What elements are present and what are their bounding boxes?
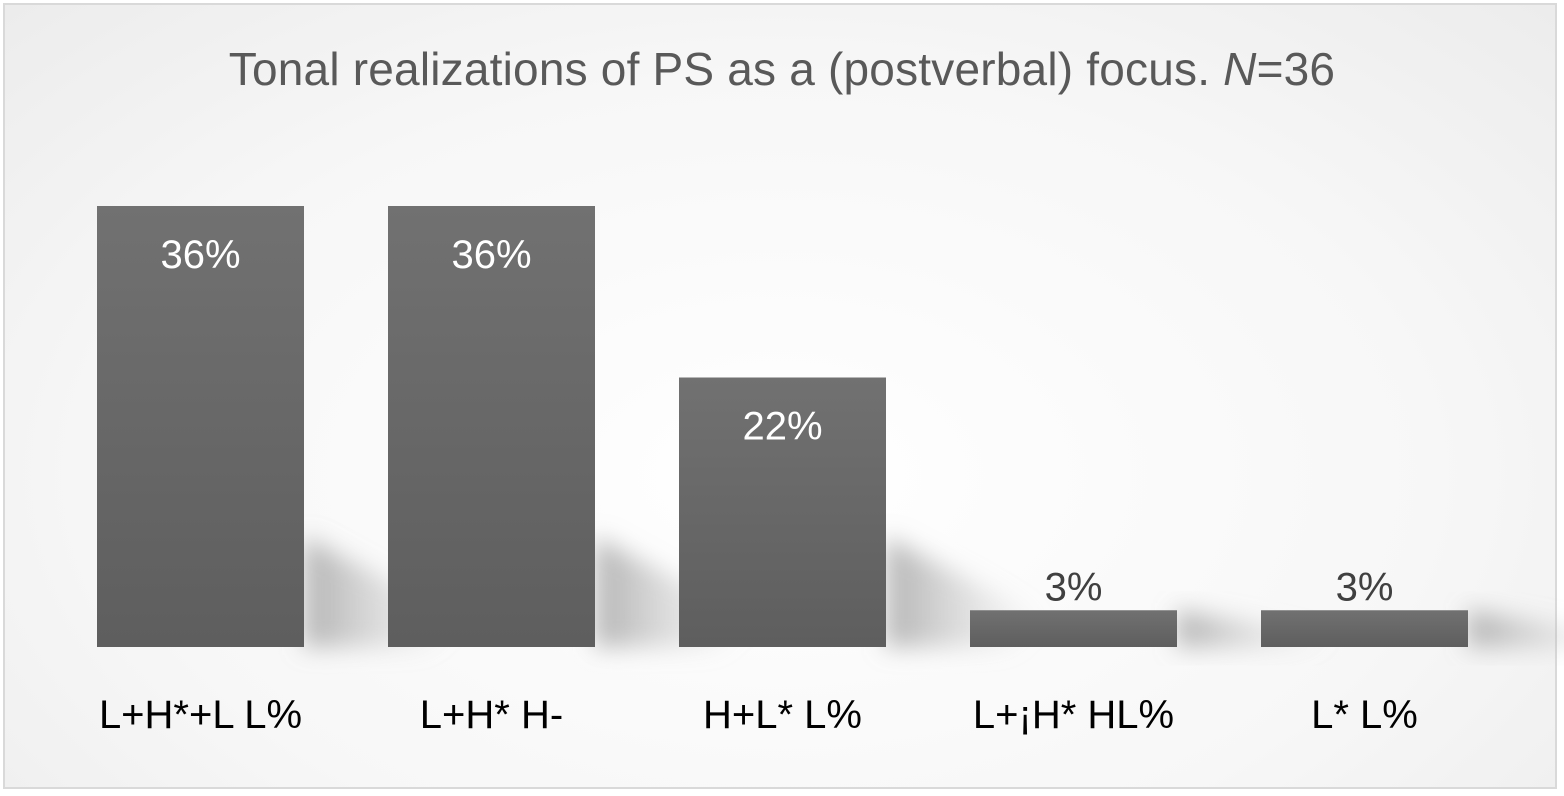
category-label: L+H*+L L%	[99, 693, 302, 737]
bar	[679, 377, 886, 647]
category-label: L+¡H* HL%	[973, 693, 1174, 737]
bar-shadow	[1468, 610, 1564, 647]
chart-title: Tonal realizations of PS as a (postverba…	[0, 42, 1564, 96]
data-label: 22%	[742, 405, 822, 449]
data-label: 36%	[160, 233, 240, 277]
bar	[97, 206, 304, 647]
bars-group	[97, 206, 1468, 647]
category-label: L+H* H-	[420, 693, 563, 737]
category-label: L* L%	[1311, 693, 1418, 737]
chart-title-text: Tonal realizations of PS as a (postverba…	[228, 43, 1224, 95]
category-label: H+L* L%	[703, 693, 862, 737]
bar	[388, 206, 595, 647]
data-label: 3%	[1045, 565, 1103, 609]
chart-title-n-value: =36	[1256, 43, 1336, 95]
category-labels-group: L+H*+L L% L+H* H- H+L* L% L+¡H* HL% L* L%	[99, 693, 1418, 737]
bar	[970, 610, 1177, 647]
data-label: 3%	[1336, 565, 1394, 609]
data-label: 36%	[451, 233, 531, 277]
chart-title-n-symbol: N	[1223, 43, 1257, 95]
data-labels-group: 36% 36% 22% 3% 3%	[160, 233, 1393, 609]
bar	[1261, 610, 1468, 647]
